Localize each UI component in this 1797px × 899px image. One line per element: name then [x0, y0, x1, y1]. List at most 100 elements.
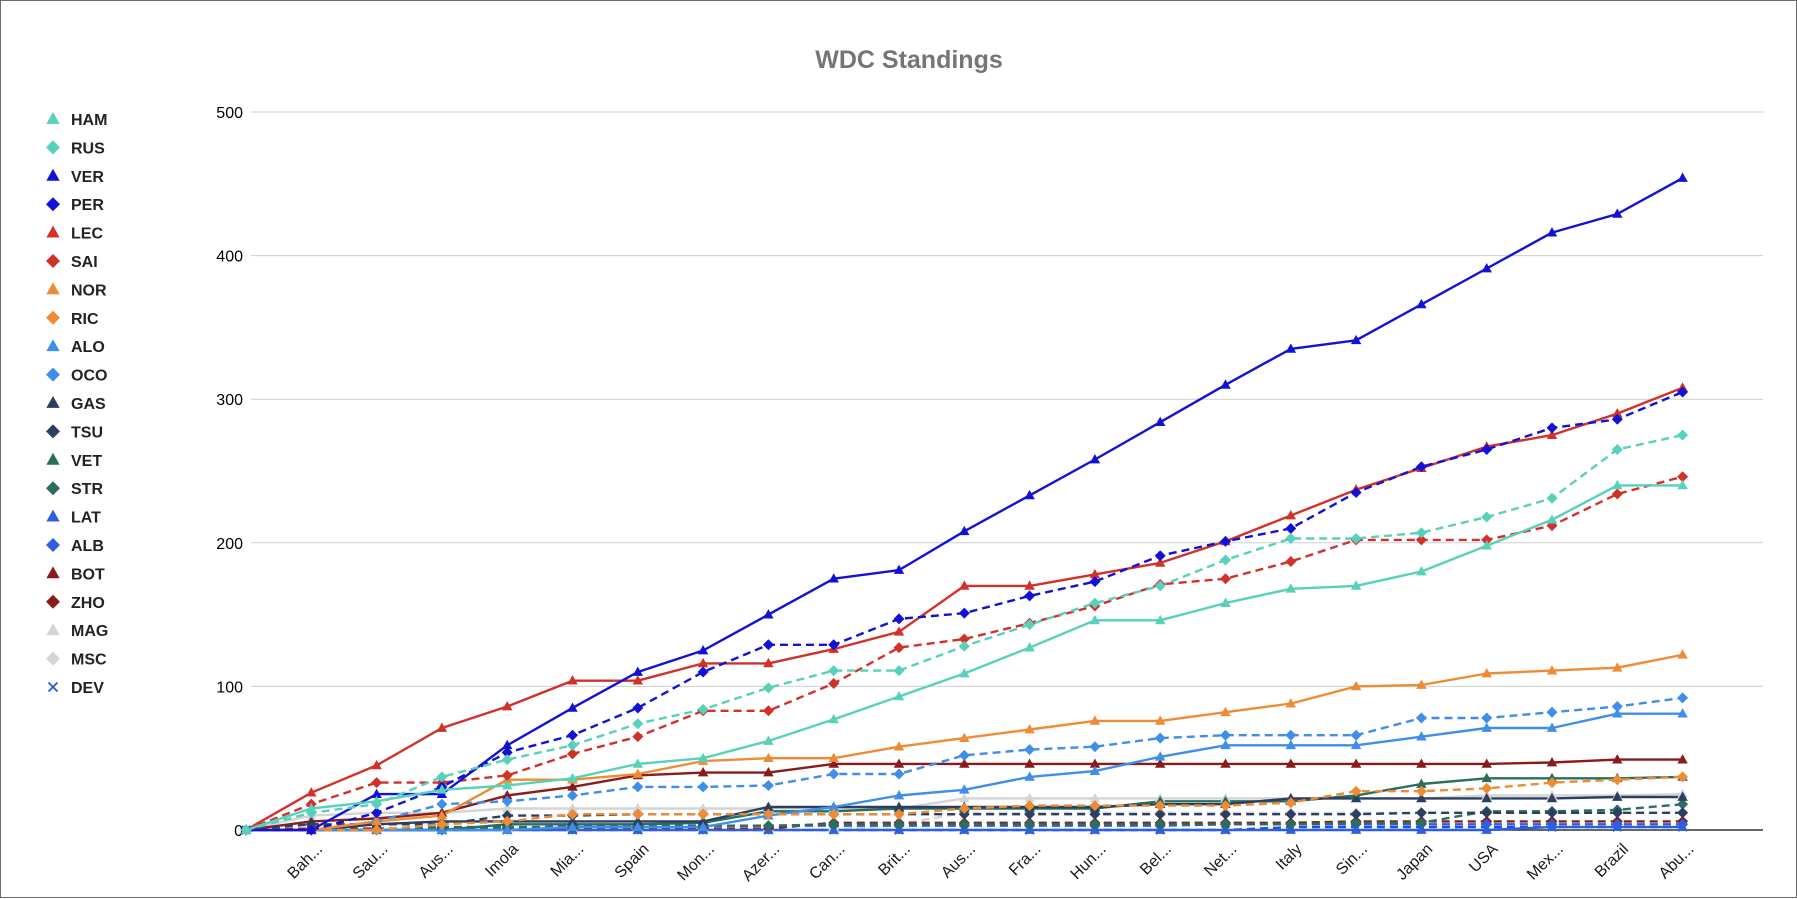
data-point-oco-hun — [1089, 741, 1101, 753]
data-point-lec-azer — [763, 657, 774, 668]
data-point-str-fra — [1024, 818, 1036, 830]
legend-label-lec: LEC — [71, 226, 103, 243]
y-tick-label: 200 — [216, 536, 243, 553]
legend-label-dev: DEV — [71, 680, 104, 697]
data-point-oco-mon — [697, 781, 709, 793]
data-point-sai-brit — [893, 642, 905, 654]
data-point-alo-net — [1220, 739, 1231, 750]
data-point-alo-japan — [1416, 731, 1427, 741]
data-point-oco-imola — [501, 795, 513, 807]
data-point-sai-sau — [371, 777, 383, 789]
data-point-per-mex — [1546, 422, 1558, 434]
data-point-nor-aus — [959, 732, 970, 742]
data-point-ver-azer — [763, 609, 774, 619]
data-point-tsu-bel — [1154, 808, 1166, 820]
data-point-oco-japan — [1415, 712, 1427, 724]
data-point-ric-italy — [1285, 797, 1297, 809]
data-point-tsu-net — [1220, 808, 1231, 820]
data-point-ric-can — [828, 808, 840, 820]
legend-marker-bot — [46, 566, 60, 579]
legend-label-alo: ALO — [71, 339, 105, 356]
data-point-nor-mex — [1546, 665, 1558, 675]
data-point-rus-brazil — [1611, 443, 1623, 455]
data-point-nor-bel — [1154, 715, 1166, 725]
x-tick-label: Mia... — [548, 841, 588, 881]
data-point-alo-usa — [1481, 722, 1492, 732]
legend-marker-ver — [46, 168, 60, 181]
data-point-per-mia — [567, 729, 578, 741]
data-point-alo-mon — [697, 821, 709, 831]
data-point-bot-brazil — [1612, 754, 1623, 764]
data-point-sai-imola — [501, 769, 513, 781]
legend-marker-oco — [46, 367, 60, 382]
data-point-bot-usa — [1481, 758, 1492, 768]
data-point-per-aus — [958, 607, 970, 619]
data-point-alo-hun — [1089, 765, 1101, 775]
legend-marker-ham — [46, 112, 60, 124]
data-point-per-sau — [371, 807, 383, 819]
data-point-alo-italy — [1285, 739, 1297, 750]
x-tick-label: Sau... — [350, 841, 392, 883]
data-point-ric-mon — [697, 808, 709, 820]
data-point-gas-sin — [1350, 792, 1362, 803]
data-point-rus-fra — [1024, 619, 1036, 631]
legend-label-per: PER — [71, 197, 104, 214]
data-point-lat-abu — [1677, 821, 1688, 831]
data-point-ham-azer — [763, 735, 774, 745]
data-point-per-imola — [501, 746, 513, 758]
legend-marker-alb — [46, 538, 60, 552]
data-point-per-italy — [1285, 522, 1297, 534]
data-point-lec-mex — [1546, 429, 1558, 439]
data-point-alo-can — [828, 801, 839, 811]
data-point-bot-mia — [567, 781, 578, 791]
data-point-ver-mon — [697, 645, 709, 655]
data-point-ver-italy — [1285, 343, 1297, 353]
chart-title: WDC Standings — [815, 46, 1003, 74]
data-point-oco-brazil — [1611, 701, 1623, 713]
data-point-ver-mia — [567, 702, 578, 712]
data-point-rus-net — [1220, 554, 1231, 566]
data-point-bot-japan — [1416, 758, 1427, 768]
data-point-alo-mex — [1546, 722, 1558, 732]
data-point-bot-can — [828, 758, 839, 768]
data-point-per-mon — [697, 666, 709, 678]
data-point-alo-spain — [632, 821, 644, 831]
legend-label-nor: NOR — [71, 282, 107, 299]
x-axis-ticks: Bah... Sau... Aus... Imola Mia... Spain Mon...… — [285, 841, 1698, 885]
data-point-str-azer — [762, 820, 774, 832]
data-point-mag-mia — [567, 802, 578, 813]
data-point-ver-japan — [1416, 298, 1427, 309]
data-point-alo-imola — [501, 824, 513, 834]
x-tick-label: Aus... — [938, 841, 979, 882]
data-point-bot-aus — [959, 758, 970, 768]
data-point-tsu-bah — [305, 818, 317, 830]
data-point-ham-imola — [501, 779, 513, 790]
data-point-ham-brit — [893, 690, 905, 701]
data-point-nor-fra — [1024, 723, 1035, 734]
x-tick-label: Spain — [612, 841, 653, 882]
data-point-ham-bah — [306, 802, 317, 813]
x-tick-label: Fra... — [1006, 841, 1044, 879]
data-point-str-abu — [1677, 798, 1689, 810]
legend-marker-rus — [46, 140, 60, 155]
data-point-ver-sin — [1350, 334, 1362, 345]
data-point-ver-abu — [1677, 172, 1688, 182]
x-tick-label: Can... — [806, 841, 848, 883]
data-point-rus-italy — [1285, 532, 1297, 544]
data-point-sai-mia — [567, 748, 578, 760]
data-point-lec-spain — [632, 675, 644, 685]
data-point-bot-imola — [501, 790, 513, 800]
data-point-sai-brazil — [1611, 488, 1623, 500]
data-point-ham-can — [828, 713, 839, 724]
data-point-ric-usa — [1481, 782, 1493, 794]
data-point-oco-mia — [567, 790, 578, 802]
data-point-lat-usa — [1481, 824, 1492, 834]
legend-marker-str — [46, 481, 60, 496]
data-point-rus-usa — [1481, 511, 1493, 523]
data-point-ric-spain — [632, 808, 644, 820]
data-point-bot-mon — [697, 767, 709, 777]
data-point-ver-bel — [1154, 416, 1166, 427]
data-point-tsu-abu — [1677, 807, 1689, 819]
data-point-per-net — [1220, 535, 1231, 547]
data-point-nor-spain — [632, 768, 644, 778]
